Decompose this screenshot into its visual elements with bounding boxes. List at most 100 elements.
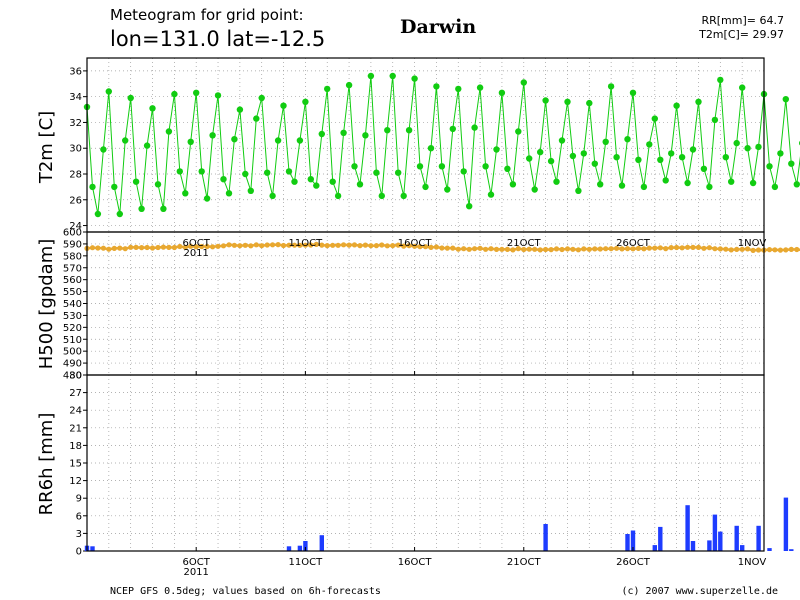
- h500-point: [199, 243, 205, 250]
- t2m-point: [116, 210, 124, 218]
- t2m-point: [280, 102, 287, 109]
- t2m-point: [471, 124, 478, 131]
- t2m-point: [739, 84, 746, 91]
- rr6h-xtick-label: 16OCT: [398, 557, 433, 568]
- rr-summary: RR[mm]= 64.7: [701, 14, 784, 27]
- t2m-point: [138, 205, 145, 212]
- h500-point: [379, 242, 385, 248]
- h500-point: [685, 244, 691, 250]
- rr6h-year-label: 2011: [183, 567, 208, 578]
- t2m-point: [728, 178, 735, 185]
- t2m-point: [307, 176, 314, 183]
- h500-point: [253, 242, 259, 248]
- t2m-point: [416, 163, 424, 170]
- h500-point: [433, 244, 439, 250]
- h500-ytick-label: 550: [63, 287, 82, 298]
- t2m-point: [203, 195, 211, 202]
- h500-point: [646, 245, 652, 251]
- h500-xtick-label: 6OCT: [183, 238, 211, 249]
- h500-point: [341, 242, 347, 248]
- h500-ytick-label: 490: [63, 359, 82, 370]
- h500-point: [89, 245, 96, 251]
- h500-point: [701, 245, 707, 251]
- h500-point: [674, 244, 680, 251]
- h500-point: [624, 246, 631, 252]
- t2m-point: [89, 183, 96, 191]
- h500-point: [362, 242, 368, 248]
- h500-point: [450, 245, 456, 251]
- t2m-point: [613, 154, 620, 161]
- h500-ytick-label: 560: [63, 275, 82, 286]
- h500-point: [439, 245, 445, 251]
- h500-point: [330, 242, 336, 248]
- h500-point: [160, 244, 166, 250]
- rr6h-bar: [783, 497, 789, 551]
- rr6h-bar: [767, 548, 772, 551]
- h500-point: [772, 247, 778, 253]
- location-title: Darwin: [400, 16, 476, 38]
- t2m-point: [105, 88, 113, 95]
- t2m-point: [618, 182, 626, 189]
- t2m-point: [460, 168, 467, 175]
- h500-point: [406, 243, 412, 249]
- h500-point: [155, 244, 161, 251]
- rr6h-bar: [685, 505, 690, 551]
- rr6h-xtick-label: 26OCT: [616, 557, 651, 568]
- rr6h-bar: [303, 541, 308, 551]
- h500-point: [106, 246, 112, 252]
- h500-point: [122, 246, 128, 252]
- h500-point: [357, 243, 363, 249]
- t2m-point: [673, 102, 680, 109]
- h500-point: [204, 243, 210, 250]
- t2m-point: [717, 76, 724, 84]
- h500-point: [286, 242, 292, 248]
- h500-year-label: 2011: [183, 248, 208, 259]
- t2m-point: [438, 163, 446, 170]
- t2m-point: [389, 72, 396, 80]
- t2m-ytick-label: 36: [69, 66, 82, 77]
- h500-point: [570, 246, 576, 252]
- h500-point: [706, 245, 713, 251]
- t2m-point: [111, 183, 118, 191]
- t2m-point: [324, 85, 331, 93]
- t2m-point: [531, 186, 538, 193]
- rr6h-ytick-label: 6: [76, 511, 82, 522]
- t2m-point: [302, 98, 309, 106]
- t2m-point: [744, 145, 751, 152]
- h500-xtick-label: 16OCT: [398, 238, 433, 249]
- h500-point: [641, 246, 647, 252]
- rr6h-ytick-label: 30: [69, 371, 82, 382]
- rr6h-bar: [740, 545, 745, 551]
- h500-point: [477, 245, 483, 251]
- h500-point: [455, 246, 461, 252]
- h500-point: [242, 242, 248, 248]
- h500-point: [128, 244, 134, 250]
- h500-point: [171, 244, 177, 251]
- t2m-point: [187, 138, 194, 145]
- h500-xtick-label: 21OCT: [507, 238, 542, 249]
- h500-point: [548, 247, 554, 253]
- t2m-point: [640, 183, 648, 191]
- h500-xtick-label: 26OCT: [616, 238, 651, 249]
- h500-point: [237, 243, 243, 249]
- h500-point: [280, 242, 287, 249]
- h500-point: [351, 242, 358, 248]
- rr6h-bar: [543, 524, 548, 551]
- t2m-point: [722, 154, 729, 161]
- t2m-point: [466, 203, 473, 210]
- t2m-point: [482, 163, 489, 170]
- h500-xtick-label: 11OCT: [289, 238, 324, 249]
- rr6h-xtick-label: 21OCT: [507, 557, 542, 568]
- h500-ytick-label: 580: [63, 251, 82, 262]
- h500-point: [586, 246, 592, 252]
- rr6h-bar: [652, 545, 657, 551]
- t2m-point: [733, 139, 740, 147]
- h500-ytick-label: 570: [63, 263, 82, 274]
- rr6h-bar: [90, 546, 95, 551]
- t2m-point: [695, 98, 702, 106]
- t2m-point: [345, 81, 353, 89]
- h500-point: [444, 245, 450, 251]
- rr6h-bar: [690, 541, 696, 551]
- rr6h-ytick-label: 15: [69, 459, 82, 470]
